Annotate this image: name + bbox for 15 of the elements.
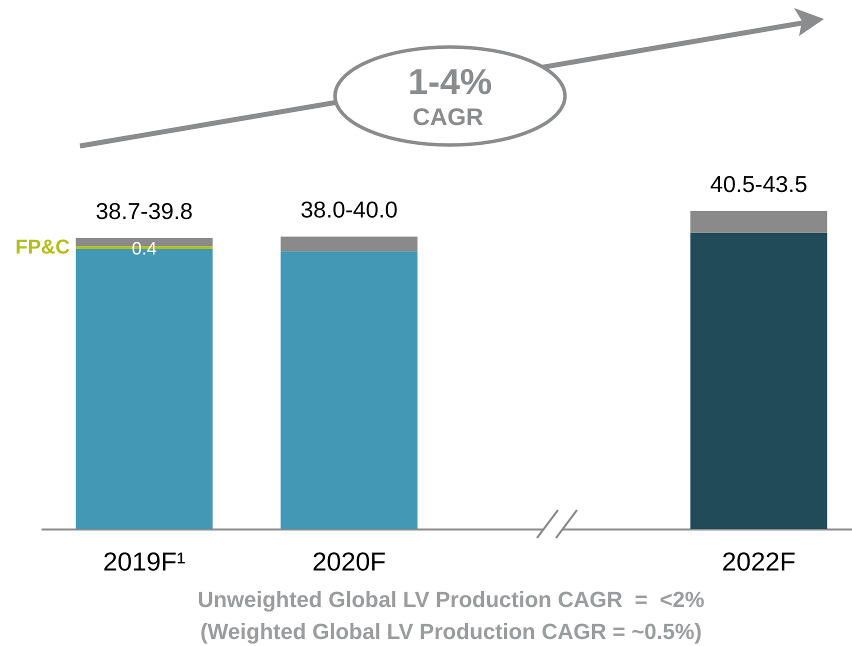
bar <box>280 251 418 529</box>
total-label: 40.5-43.5 <box>710 171 808 197</box>
text: 1-4% <box>408 61 492 102</box>
bar <box>690 211 828 233</box>
total-label: 38.0-40.0 <box>300 196 398 223</box>
x-tick-label: 2019F¹ <box>103 546 186 576</box>
series-label: FP&C <box>15 236 70 259</box>
text: CAGR <box>412 104 484 131</box>
bar <box>690 232 828 529</box>
x-tick-label: 2022F <box>722 546 796 576</box>
total-label: 38.7-39.8 <box>96 198 193 224</box>
text: (Weighted Global LV Production CAGR = ~0.5%) <box>200 619 702 644</box>
text: Unweighted Global LV Production CAGR = <2% <box>198 587 704 612</box>
bar <box>280 236 418 252</box>
x-tick-label: 2020F <box>312 546 386 576</box>
